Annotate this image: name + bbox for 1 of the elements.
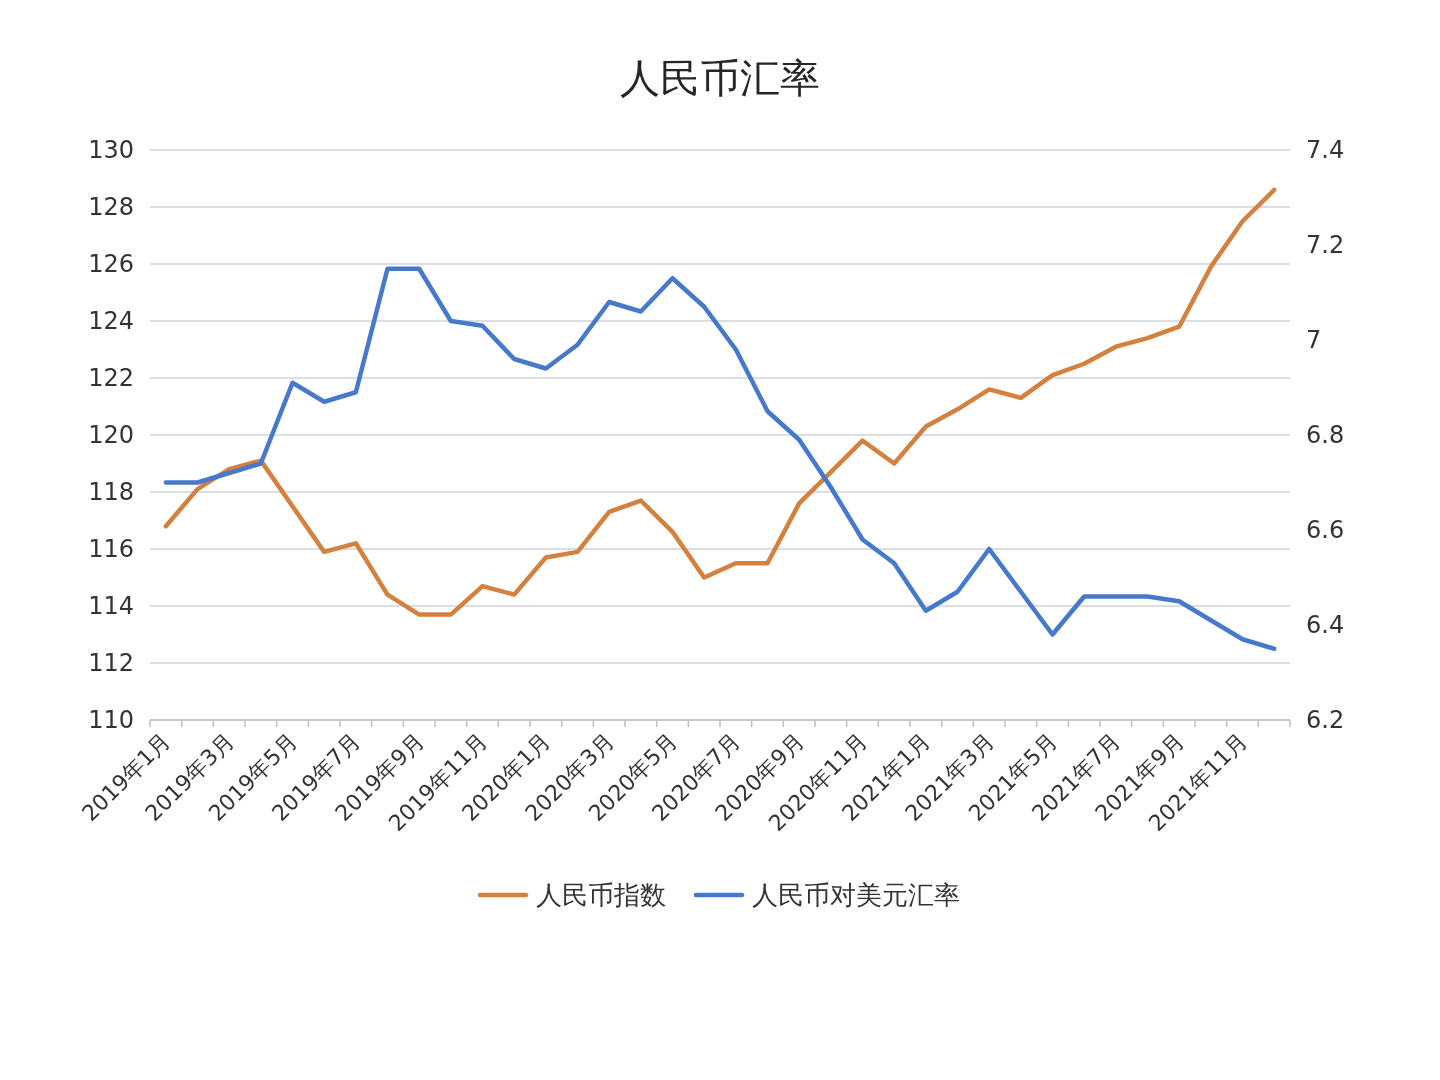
title: 人民币汇率: [620, 55, 820, 101]
